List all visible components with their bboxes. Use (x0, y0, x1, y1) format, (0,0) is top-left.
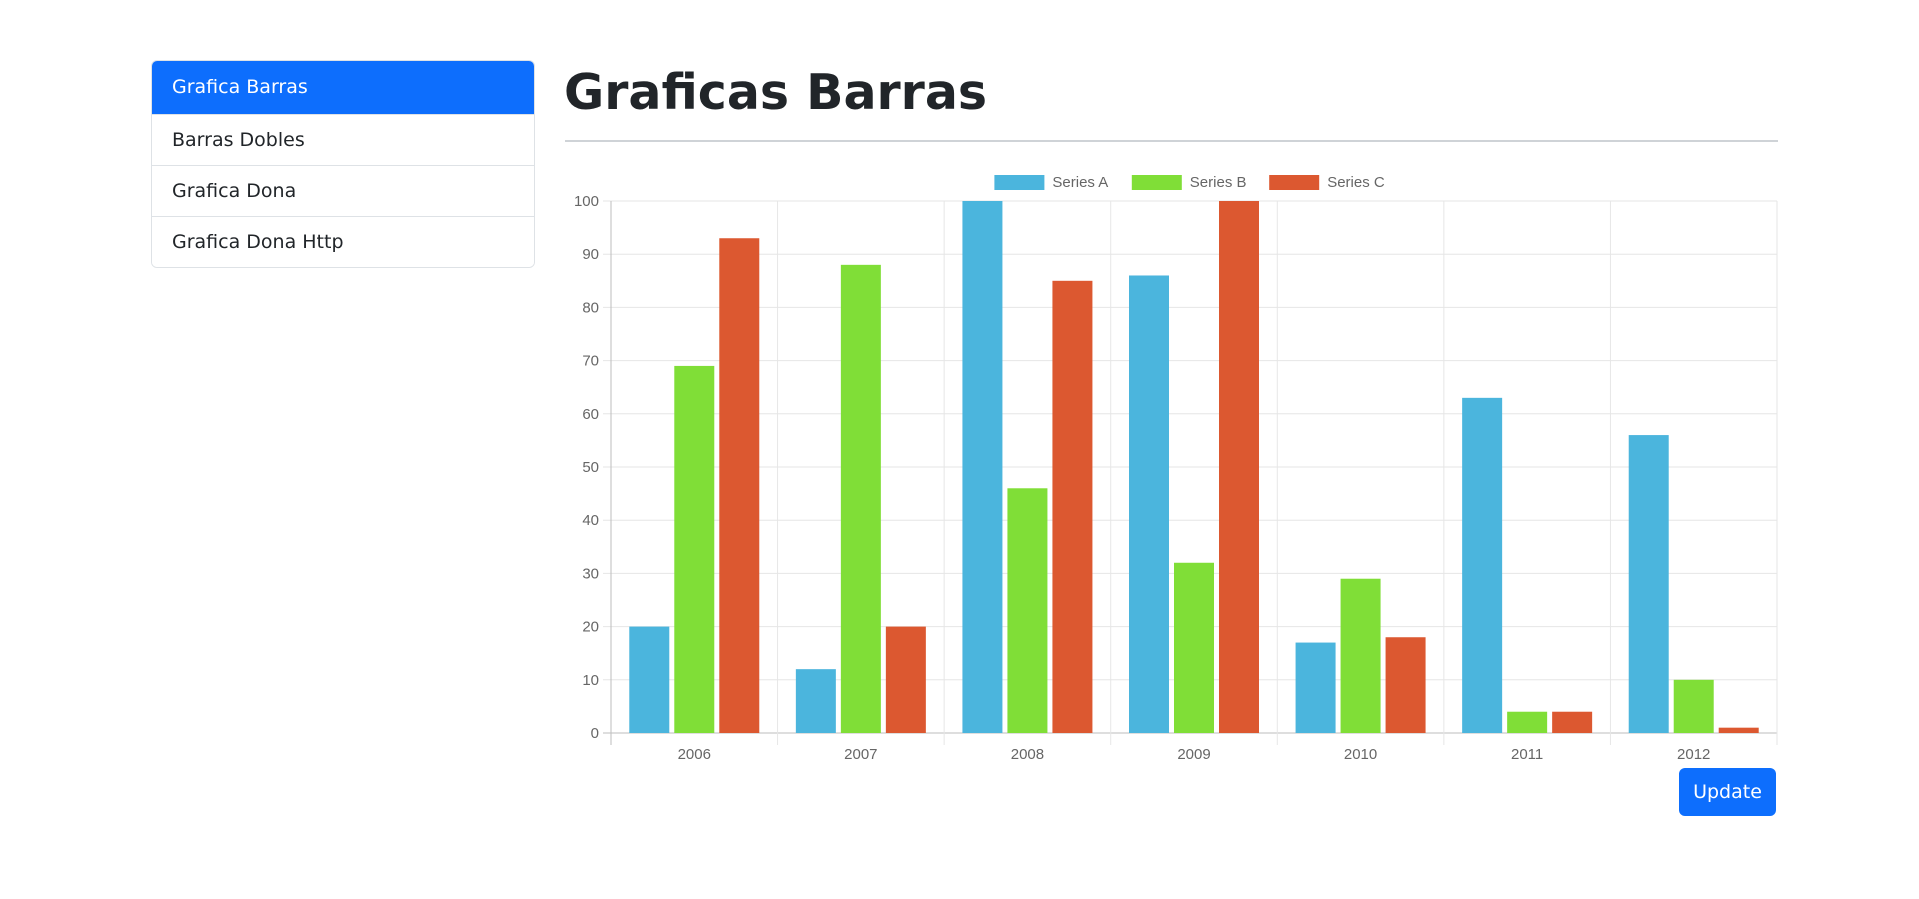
sidebar-menu: Grafica Barras Barras Dobles Grafica Don… (151, 60, 535, 268)
y-tick-label: 60 (582, 406, 599, 423)
bar-series-c (719, 238, 760, 733)
sidebar-item-label: Grafica Barras (172, 76, 308, 98)
bar-series-b (1007, 488, 1048, 733)
y-tick-label: 100 (574, 193, 599, 210)
y-tick-label: 40 (582, 512, 599, 529)
bar-series-b (1673, 679, 1714, 733)
bar-series-a (1462, 397, 1503, 733)
bar-series-a (629, 626, 670, 733)
x-tick-label: 2011 (1511, 746, 1543, 760)
legend-label: Series A (1052, 174, 1108, 191)
bar-series-b (674, 365, 715, 733)
y-tick-label: 20 (582, 619, 599, 636)
bar-series-c (885, 626, 926, 733)
sidebar-item-label: Grafica Dona Http (172, 231, 344, 253)
page-title: Graficas Barras (564, 64, 988, 121)
bar-series-a (1628, 435, 1669, 733)
bar-series-a (962, 201, 1003, 733)
x-tick-label: 2010 (1344, 746, 1377, 760)
bar-series-b (1340, 578, 1381, 733)
legend-swatch (1269, 175, 1320, 190)
bar-series-c (1385, 637, 1426, 733)
x-tick-label: 2008 (1011, 746, 1044, 760)
y-tick-label: 70 (582, 353, 599, 370)
y-tick-label: 0 (591, 725, 599, 742)
sidebar-item-grafica-dona-http[interactable]: Grafica Dona Http (152, 216, 534, 267)
update-button[interactable]: Update (1679, 768, 1776, 816)
x-tick-label: 2007 (844, 746, 877, 760)
x-tick-label: 2009 (1177, 746, 1210, 760)
y-tick-label: 80 (582, 299, 599, 316)
legend-label: Series B (1190, 174, 1247, 191)
sidebar-item-label: Barras Dobles (172, 129, 305, 151)
title-divider (565, 140, 1778, 142)
bar-chart: 0 10 20 30 40 50 60 70 80 90 100 2006 2007 2008 2009 20… (574, 174, 1778, 760)
bar-series-a (1129, 275, 1169, 733)
bar-series-c (1718, 727, 1759, 733)
x-tick-label: 2006 (678, 746, 711, 760)
sidebar-item-grafica-dona[interactable]: Grafica Dona (152, 165, 534, 216)
bar-series-a (795, 669, 836, 733)
sidebar-item-grafica-barras[interactable]: Grafica Barras (152, 61, 534, 114)
bar-series-c (1552, 711, 1593, 733)
y-tick-label: 30 (582, 565, 599, 582)
y-tick-label: 10 (582, 672, 599, 689)
sidebar-item-barras-dobles[interactable]: Barras Dobles (152, 114, 534, 165)
legend-swatch (1131, 175, 1182, 190)
bar-series-c (1219, 201, 1259, 733)
bar-series-c (1052, 280, 1093, 733)
legend-swatch (994, 175, 1045, 190)
x-tick-label: 2012 (1677, 746, 1710, 760)
bar-series-b (840, 264, 881, 733)
y-tick-label: 90 (582, 246, 599, 263)
legend-label: Series C (1327, 174, 1385, 191)
bar-series-a (1295, 642, 1336, 733)
bar-series-b (1507, 711, 1548, 733)
sidebar-item-label: Grafica Dona (172, 180, 297, 202)
y-tick-label: 50 (582, 459, 599, 476)
bar-series-b (1174, 562, 1214, 733)
